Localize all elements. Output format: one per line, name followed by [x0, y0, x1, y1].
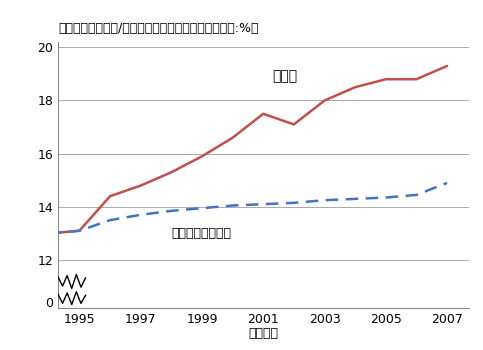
Text: シミュレーション: シミュレーション [171, 228, 231, 240]
Text: （パート雇用者数/（正規雇用者＋パート雇用者数）:%）: （パート雇用者数/（正規雇用者＋パート雇用者数）:%） [58, 22, 258, 35]
X-axis label: （暦年）: （暦年） [248, 327, 278, 340]
Text: 実績値: 実績値 [272, 70, 298, 84]
